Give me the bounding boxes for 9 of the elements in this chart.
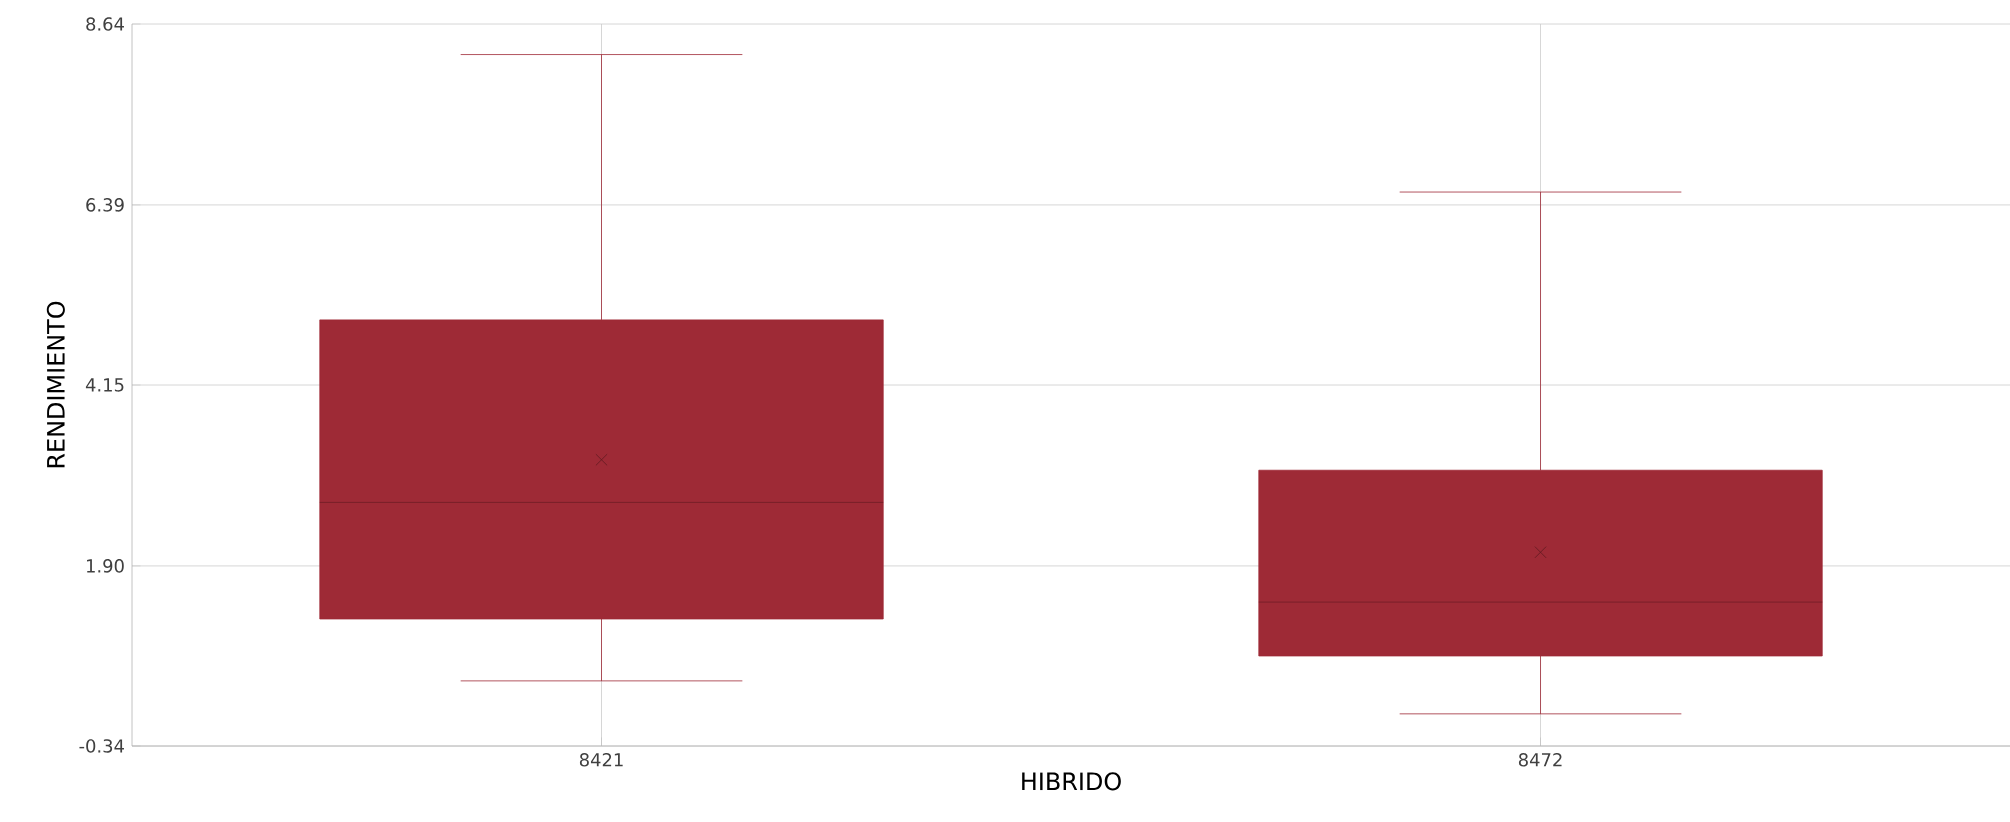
y-tick-label: 6.39 xyxy=(86,198,124,212)
y-tick-label: 4.15 xyxy=(85,378,124,392)
x-tick-label: 8472 xyxy=(1518,753,1562,767)
y-axis-title: RENDIMIENTO xyxy=(46,301,65,468)
y-tick-label: 1.90 xyxy=(87,559,124,573)
y-tick-label: -0.34 xyxy=(79,739,124,753)
x-tick-label: 8421 xyxy=(579,753,623,767)
x-axis-title: HIBRIDO xyxy=(1022,772,1121,791)
y-tick-label: 8.64 xyxy=(86,17,124,31)
